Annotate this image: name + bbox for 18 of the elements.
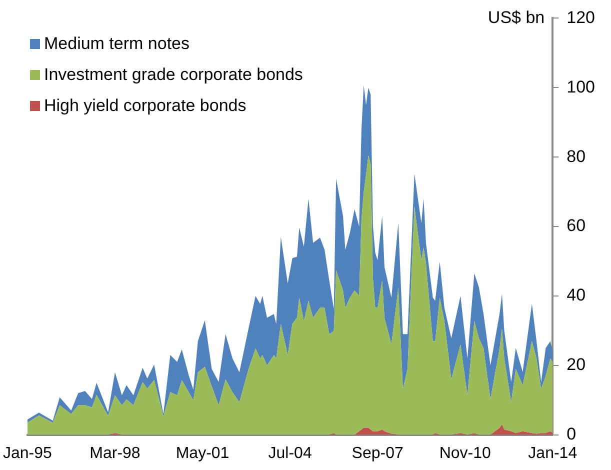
x-tick-label: May-01: [176, 444, 230, 462]
x-tick-label: Mar-98: [90, 444, 140, 462]
x-tick-label: Jul-04: [268, 444, 312, 462]
y-tick-label: 80: [566, 146, 586, 166]
y-tick-label: 0: [566, 424, 576, 444]
legend-label: High yield corporate bonds: [44, 96, 246, 116]
x-tick-label: Jan-95: [3, 444, 52, 462]
y-axis-title: US$ bn: [488, 8, 545, 27]
x-tick-label: Jan-14: [528, 444, 578, 462]
x-tick-label: Nov-10: [439, 444, 491, 462]
y-tick-label: 20: [566, 355, 586, 374]
x-tick-label: Sep-07: [352, 444, 404, 462]
y-tick-label: 120: [566, 8, 596, 27]
legend-label: Investment grade corporate bonds: [44, 64, 303, 84]
y-tick-label: 60: [566, 216, 586, 236]
y-tick-label: 100: [566, 77, 596, 96]
legend-label: Medium term notes: [44, 34, 190, 54]
y-tick-label: 40: [566, 286, 586, 305]
